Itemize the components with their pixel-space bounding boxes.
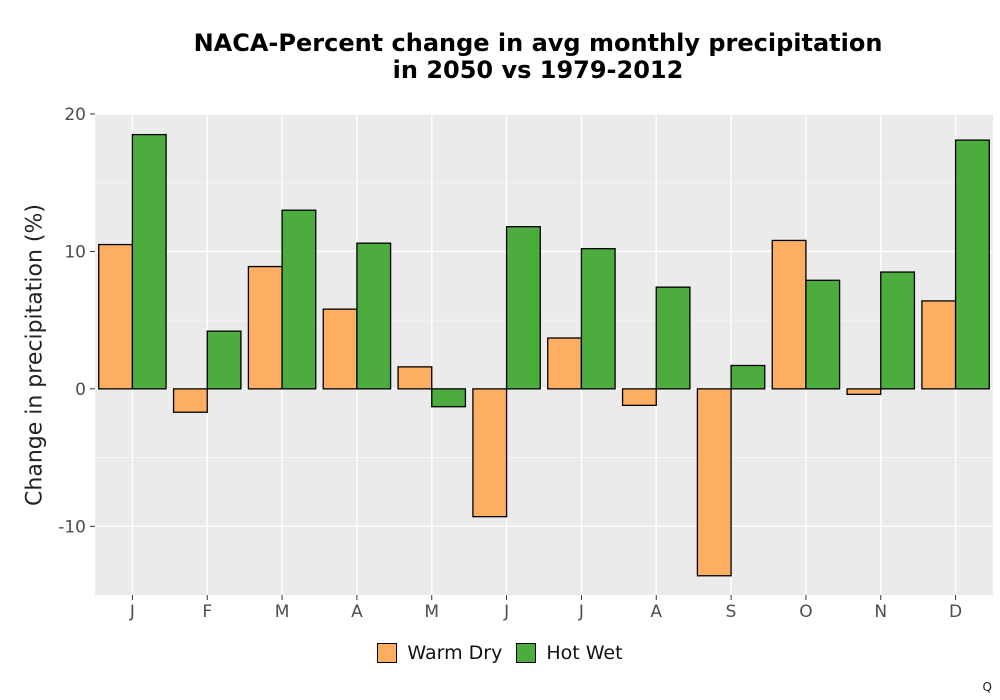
x-tick-label: M xyxy=(275,602,290,622)
bar-hot-wet-6 xyxy=(580,248,616,390)
legend-swatch-hot-wet xyxy=(516,643,537,663)
x-tick-label: A xyxy=(650,602,662,622)
x-tick-label: J xyxy=(578,602,584,622)
y-tick-label: 20 xyxy=(64,105,86,125)
bar-hot-wet-9 xyxy=(805,279,841,390)
bar-warm-dry-11 xyxy=(921,300,957,390)
legend-item-hot-wet: Hot Wet xyxy=(516,642,623,664)
x-tick-label: M xyxy=(424,602,439,622)
bar-warm-dry-6 xyxy=(547,337,583,390)
x-tick-label: A xyxy=(351,602,363,622)
x-tick-label: J xyxy=(129,602,135,622)
x-tick-label: O xyxy=(799,602,812,622)
bar-hot-wet-10 xyxy=(880,271,916,390)
bar-hot-wet-5 xyxy=(505,226,541,390)
bar-hot-wet-8 xyxy=(730,364,766,390)
legend-item-warm-dry: Warm Dry xyxy=(377,642,502,664)
corner-mark: Q xyxy=(982,680,992,694)
bar-hot-wet-7 xyxy=(655,286,691,390)
y-tick-label: 0 xyxy=(75,380,86,400)
bar-warm-dry-7 xyxy=(621,388,657,406)
y-tick-label: 10 xyxy=(64,242,86,262)
bar-hot-wet-4 xyxy=(431,388,467,408)
legend-label-warm-dry: Warm Dry xyxy=(407,642,503,664)
chart-title-line-1: NACA-Percent change in avg monthly preci… xyxy=(193,29,883,57)
bar-warm-dry-3 xyxy=(322,308,358,390)
bar-warm-dry-10 xyxy=(846,388,882,396)
bar-warm-dry-5 xyxy=(472,388,508,518)
x-tick-label: S xyxy=(726,602,737,622)
x-tick-label: F xyxy=(202,602,212,622)
chart-legend: Warm Dry Hot Wet xyxy=(0,642,1000,664)
bar-warm-dry-8 xyxy=(696,388,732,577)
x-tick-label: N xyxy=(874,602,887,622)
x-tick-label: J xyxy=(503,602,509,622)
legend-label-hot-wet: Hot Wet xyxy=(546,642,623,664)
bar-hot-wet-0 xyxy=(131,133,167,390)
bar-hot-wet-11 xyxy=(954,139,990,390)
y-axis-label: Change in precipitation (%) xyxy=(22,204,48,506)
bar-hot-wet-2 xyxy=(281,209,317,390)
bar-warm-dry-2 xyxy=(247,265,283,390)
x-tick-label: D xyxy=(949,602,962,622)
bar-hot-wet-1 xyxy=(206,330,242,390)
bar-warm-dry-9 xyxy=(771,239,807,390)
bar-warm-dry-0 xyxy=(98,243,134,390)
chart-title-line-2: in 2050 vs 1979-2012 xyxy=(392,56,684,84)
bar-warm-dry-1 xyxy=(172,388,208,413)
y-tick-label: -10 xyxy=(58,517,86,537)
plot-panel xyxy=(95,114,993,595)
chart-title: NACA-Percent change in avg monthly preci… xyxy=(78,30,998,84)
legend-swatch-warm-dry xyxy=(377,643,398,663)
bar-hot-wet-3 xyxy=(356,242,392,390)
bar-warm-dry-4 xyxy=(397,366,433,390)
